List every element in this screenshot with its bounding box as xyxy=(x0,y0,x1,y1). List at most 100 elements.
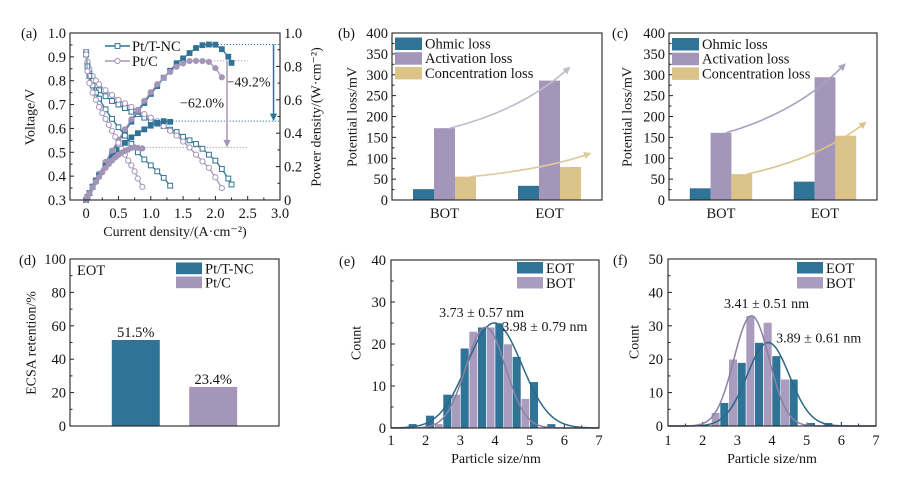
legend-label: Concentration loss xyxy=(702,66,811,82)
legend-label: Pt/T-NC xyxy=(205,262,254,278)
voltage-point xyxy=(128,162,135,169)
voltage-point xyxy=(186,137,193,144)
x-tick-label: 5 xyxy=(803,433,810,449)
power-point xyxy=(228,59,235,66)
histogram-bar xyxy=(719,402,729,427)
y-tick-label: 10 xyxy=(372,379,387,395)
histogram-bar xyxy=(486,326,496,429)
y-tick-label: 0.7 xyxy=(48,98,66,114)
power-density-line xyxy=(85,60,223,201)
legend-label: Concentration loss xyxy=(425,66,534,82)
voltage-point xyxy=(115,124,122,131)
right-y-tick-label: 0 xyxy=(284,193,291,209)
legend-swatch xyxy=(395,37,422,50)
panel-label: (f) xyxy=(613,253,628,269)
voltage-point xyxy=(102,115,109,122)
histogram-bar xyxy=(477,326,487,429)
bar-ohmic-loss-bot xyxy=(413,189,434,200)
y-tick-label: 0 xyxy=(379,421,386,437)
power-point xyxy=(205,58,213,65)
trend-arrow-activation-loss xyxy=(449,68,569,129)
legend-swatch xyxy=(672,38,699,51)
legend-item-activation-loss: Activation loss xyxy=(395,51,513,67)
voltage-point xyxy=(102,93,109,100)
bar-activation-loss-eot xyxy=(814,77,836,200)
power-drop-label: −49.2% xyxy=(226,75,270,90)
y-tick-label: 50 xyxy=(649,252,664,268)
y-axis-title: Count xyxy=(350,326,365,360)
voltage-point xyxy=(134,175,141,182)
x-tick-label: 7 xyxy=(872,433,879,449)
voltage-point xyxy=(102,87,109,94)
legend-label: BOT xyxy=(546,276,575,292)
bar-activation-loss-bot xyxy=(434,128,455,200)
legend-swatch xyxy=(797,277,823,289)
y-tick-label: 100 xyxy=(44,252,66,268)
x-tick-label: 0 xyxy=(83,206,90,222)
legend-label: Ohmic loss xyxy=(702,37,768,53)
panel-label: (c) xyxy=(612,26,628,42)
y-tick-label: 400 xyxy=(643,26,665,42)
power-point xyxy=(199,42,206,49)
voltage-point xyxy=(160,174,167,181)
legend-item-concentration-loss: Concentration loss xyxy=(672,66,811,82)
power-drop-label: −62.0% xyxy=(180,96,224,111)
voltage-point xyxy=(141,111,148,118)
voltage-point xyxy=(225,175,232,182)
voltage-point xyxy=(179,138,187,145)
legend-label: Pt/C xyxy=(205,276,231,292)
voltage-point xyxy=(228,181,235,188)
category-label: BOT xyxy=(430,206,459,222)
voltage-point xyxy=(147,114,154,121)
legend-marker xyxy=(114,57,121,65)
y-tick-label: 60 xyxy=(52,319,67,335)
y-tick-label: 30 xyxy=(372,295,387,311)
gaussian-fit-eot xyxy=(390,322,600,429)
panel-d: (d) 0 20 40 60 80 100 ECSA retention/% EOT 51.5% 2… xyxy=(19,252,280,435)
power-point xyxy=(147,89,154,96)
legend-label: Ohmic loss xyxy=(425,37,491,53)
x-tick-label: 1.0 xyxy=(142,206,160,222)
voltage-point xyxy=(122,132,128,139)
y-tick-label: 0.6 xyxy=(48,121,66,137)
bar-concentration-loss-eot xyxy=(560,167,581,200)
histogram-bar xyxy=(728,358,738,427)
power-point xyxy=(206,41,212,48)
series-pt-c-eot xyxy=(83,51,146,204)
arrowhead-icon xyxy=(223,139,231,148)
legend-item-eot: EOT xyxy=(797,261,854,277)
y-tick-label: 100 xyxy=(366,151,388,167)
fit-label-eot: 3.89 ± 0.61 nm xyxy=(776,332,861,347)
voltage-point xyxy=(108,91,116,99)
y-tick-label: 0.5 xyxy=(48,145,66,161)
legend-item-pt-c: Pt/C xyxy=(105,54,158,70)
voltage-point xyxy=(141,156,148,163)
histogram-bar xyxy=(451,394,461,429)
histogram-bar xyxy=(494,322,504,429)
bar-concentration-loss-bot xyxy=(455,176,476,200)
panel-label: (e) xyxy=(339,254,355,270)
bar-ohmic-loss-eot xyxy=(518,185,539,200)
y-tick-label: 50 xyxy=(374,172,389,188)
voltage-point xyxy=(186,144,193,151)
voltage-point xyxy=(205,164,213,171)
plot-frame xyxy=(391,32,603,201)
power-point xyxy=(122,139,128,146)
power-point xyxy=(154,119,161,126)
power-point xyxy=(128,134,135,141)
y-tick-label: 200 xyxy=(643,110,665,126)
voltage-point xyxy=(89,89,96,96)
plot-frame xyxy=(390,259,600,429)
power-point xyxy=(160,74,167,81)
y-tick-label: 350 xyxy=(366,47,388,63)
y-tick-label: 0.4 xyxy=(48,169,67,185)
voltage-point xyxy=(206,151,212,158)
power-point xyxy=(141,126,148,133)
y-tick-label: 10 xyxy=(649,386,664,402)
x-tick-label: 7 xyxy=(595,433,602,449)
voltage-point xyxy=(95,81,103,88)
legend-item-eot: EOT xyxy=(517,261,574,277)
power-point xyxy=(92,178,99,186)
histogram-bar xyxy=(520,398,530,429)
legend-item-ohmic-loss: Ohmic loss xyxy=(672,37,768,53)
